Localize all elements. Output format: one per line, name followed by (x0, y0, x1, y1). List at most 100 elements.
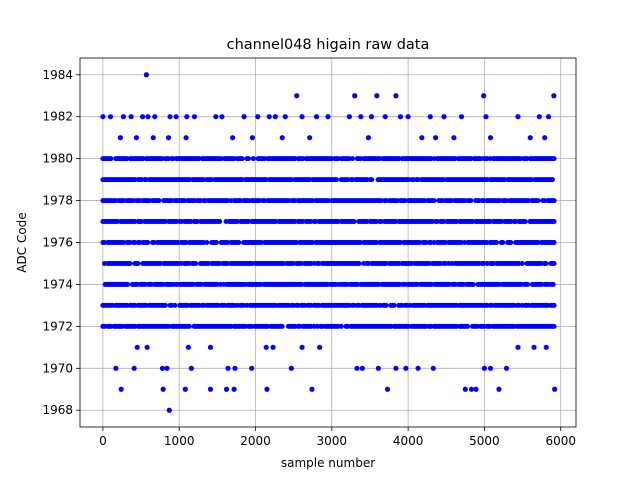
adc-level-band (102, 281, 556, 287)
x-tick-label: 4000 (393, 434, 424, 448)
y-tick-label: 1980 (42, 152, 73, 166)
data-point (145, 114, 151, 120)
data-point (313, 114, 320, 120)
data-point (317, 344, 323, 350)
data-point (173, 114, 179, 120)
data-point (503, 365, 510, 371)
data-point (145, 240, 151, 245)
data-point (515, 114, 521, 120)
x-tick-label: 6000 (545, 434, 576, 448)
data-point (487, 135, 494, 141)
data-point (204, 240, 210, 245)
data-point (325, 114, 331, 120)
data-point (133, 135, 140, 141)
data-point (522, 219, 528, 225)
data-point (397, 114, 404, 120)
axis-ticks: 0 1000 2000 3000 4000 5000 6000 1968 1970 1972 197… (42, 68, 576, 448)
data-point (470, 281, 476, 287)
data-points (100, 72, 558, 413)
data-point (543, 344, 549, 350)
data-point (356, 260, 362, 266)
data-point (551, 156, 557, 162)
data-point (551, 198, 557, 204)
data-point (431, 198, 437, 204)
data-point (207, 344, 214, 350)
data-point (487, 365, 494, 371)
data-point (236, 240, 242, 245)
data-point (107, 114, 114, 120)
data-point (217, 219, 223, 225)
data-point (182, 386, 188, 392)
data-point (231, 386, 237, 392)
data-point (125, 281, 131, 287)
data-point (403, 365, 409, 371)
data-point (543, 260, 549, 266)
data-point (465, 323, 471, 329)
data-point (525, 281, 531, 287)
data-point (536, 114, 542, 120)
x-tick-label: 1000 (164, 434, 195, 448)
y-tick-label: 1978 (42, 194, 73, 208)
data-point (481, 365, 488, 371)
data-point (550, 177, 555, 183)
data-point (239, 156, 245, 162)
y-tick-label: 1968 (42, 403, 73, 417)
data-point (462, 386, 468, 392)
data-point (120, 114, 127, 120)
data-point (172, 302, 178, 308)
data-point (299, 114, 305, 120)
data-point (113, 365, 119, 371)
data-point (393, 93, 399, 99)
data-point (535, 198, 541, 204)
y-tick-label: 1976 (42, 236, 73, 250)
data-point (358, 114, 364, 120)
data-point (246, 156, 251, 162)
adc-level-band (100, 240, 557, 245)
data-point (150, 135, 156, 141)
data-point (369, 177, 375, 183)
data-point (483, 114, 489, 120)
data-point (214, 240, 219, 245)
data-point (375, 365, 381, 371)
data-point (128, 114, 134, 120)
data-point (241, 114, 247, 120)
data-point (427, 114, 433, 120)
y-tick-label: 1970 (42, 361, 73, 375)
data-point (494, 240, 499, 245)
adc-level-band (100, 156, 557, 162)
data-point (279, 135, 285, 141)
data-point (551, 240, 557, 245)
data-point (264, 386, 270, 392)
data-point (384, 386, 391, 392)
y-tick-label: 1972 (42, 319, 73, 333)
data-point (232, 365, 238, 371)
data-point (309, 386, 315, 392)
data-point (352, 93, 358, 99)
data-point (451, 135, 457, 141)
data-point (127, 260, 133, 266)
data-point (552, 386, 558, 392)
data-point (393, 365, 399, 371)
data-point (279, 323, 285, 329)
data-point (519, 260, 525, 266)
data-point (405, 114, 411, 120)
data-point (551, 302, 557, 308)
data-point (282, 114, 288, 120)
x-tick-label: 3000 (317, 434, 348, 448)
data-point (167, 114, 173, 120)
data-point (551, 323, 557, 329)
data-point (134, 344, 140, 350)
data-point (117, 135, 124, 141)
data-point (143, 72, 149, 78)
data-point (135, 260, 141, 266)
data-point (166, 407, 172, 413)
data-point (139, 114, 146, 120)
data-point (359, 365, 365, 371)
data-point (368, 114, 375, 120)
data-point (131, 365, 137, 371)
data-point (193, 260, 199, 266)
data-point (430, 365, 436, 371)
data-point (156, 198, 162, 204)
data-point (164, 365, 170, 371)
